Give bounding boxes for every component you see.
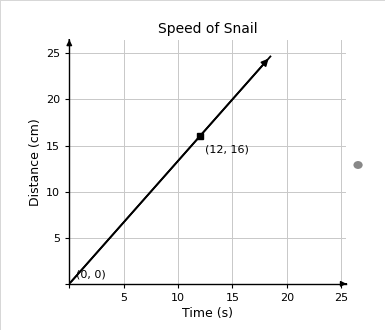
Y-axis label: Distance (cm): Distance (cm) xyxy=(29,118,42,206)
Title: Speed of Snail: Speed of Snail xyxy=(158,22,258,36)
X-axis label: Time (s): Time (s) xyxy=(182,307,233,320)
Text: (12, 16): (12, 16) xyxy=(205,145,249,155)
Text: (0, 0): (0, 0) xyxy=(76,269,105,280)
